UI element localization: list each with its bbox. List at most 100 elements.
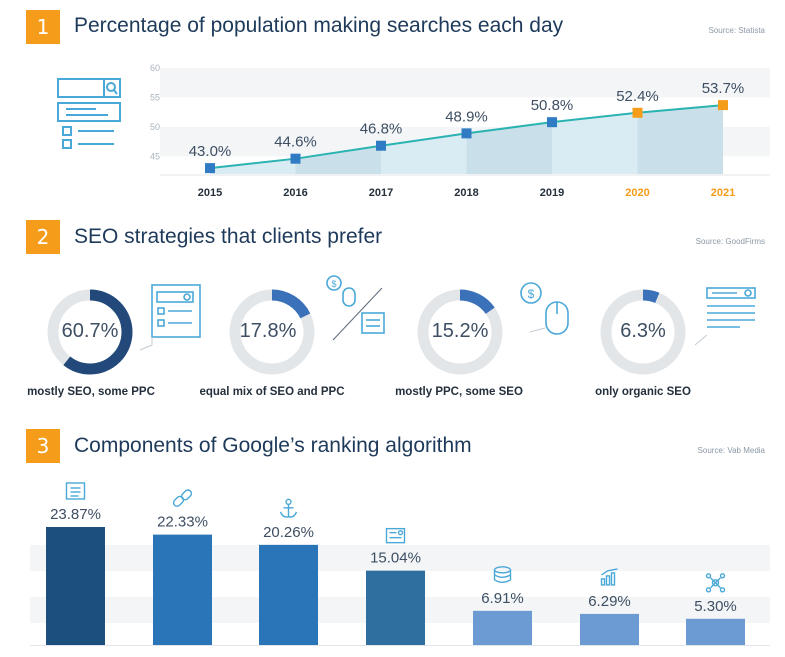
y-tick-label: 45 xyxy=(150,151,160,161)
data-label: 48.9% xyxy=(445,108,488,125)
icon-frame xyxy=(151,284,201,338)
icon-shape xyxy=(715,577,721,584)
data-label: 44.6% xyxy=(274,134,317,151)
icon-shape xyxy=(493,569,512,584)
section-number: 1 xyxy=(26,10,60,44)
icon-dollar: $ xyxy=(331,279,336,289)
icon-shape xyxy=(605,575,611,586)
icon-searchbox xyxy=(706,287,756,299)
icon-dollar: $ xyxy=(528,287,535,301)
section-2: 2 SEO strategies that clients prefer Sou… xyxy=(0,210,785,415)
bar xyxy=(259,544,318,645)
donut-slice xyxy=(600,289,686,375)
search-form-icon xyxy=(706,287,756,328)
x-tick-label: 2021 xyxy=(711,187,735,199)
icon-slash xyxy=(332,287,383,341)
bar xyxy=(580,613,639,645)
search-form-illustration xyxy=(57,78,121,149)
network-icon xyxy=(705,573,726,593)
search-form-icon xyxy=(151,284,201,338)
icon-mouse xyxy=(342,287,356,307)
x-tick-label: 2019 xyxy=(540,187,564,199)
data-point xyxy=(205,163,215,174)
data-point xyxy=(461,128,472,139)
donut-label: only organic SEO xyxy=(595,386,691,398)
bar xyxy=(153,534,212,645)
area-band xyxy=(466,122,552,174)
data-label: 43.0% xyxy=(189,143,232,160)
connector-line xyxy=(529,327,546,333)
icon-shape xyxy=(172,495,185,507)
connector-line xyxy=(694,334,708,346)
y-tick-label: 50 xyxy=(150,122,160,132)
link-icon xyxy=(172,489,193,507)
donut-slice xyxy=(417,289,503,375)
donut-value: 15.2% xyxy=(431,320,489,342)
icon-shape xyxy=(610,572,616,586)
icon-shape xyxy=(65,482,86,500)
bar xyxy=(686,618,745,645)
money-mouse-icon: $ xyxy=(326,275,385,341)
x-tick-label: 2016 xyxy=(283,187,307,199)
y-tick-label: 55 xyxy=(150,92,160,102)
icon-shape xyxy=(397,529,404,536)
data-label: 6.91% xyxy=(481,590,524,607)
bar xyxy=(366,570,425,645)
icon-shape xyxy=(385,527,406,544)
database-icon xyxy=(493,566,512,584)
icon-shape xyxy=(715,582,721,589)
icon-shape xyxy=(705,587,712,593)
source-note: Source: Statista xyxy=(708,26,765,35)
donut-label: mostly PPC, some SEO xyxy=(395,386,523,398)
bar xyxy=(473,610,532,645)
data-label: 46.8% xyxy=(360,121,403,138)
keyword-icon xyxy=(385,527,406,544)
data-label: 53.7% xyxy=(702,80,745,97)
icon-lens xyxy=(183,293,191,301)
data-point xyxy=(547,117,557,128)
data-label: 50.8% xyxy=(531,97,574,114)
strategy-donut-charts: $$ xyxy=(47,275,756,375)
area-band xyxy=(637,105,723,174)
data-label: 52.4% xyxy=(616,88,659,105)
donut-label: equal mix of SEO and PPC xyxy=(199,386,345,398)
area-band xyxy=(295,145,381,174)
icon-shape xyxy=(601,568,618,576)
source-note: Source: Vab Media xyxy=(697,446,765,455)
search-line-chart: 45 50 55 60 43.0% 2015 44.6% 2016 46.8% 2017 48.9%… xyxy=(150,63,770,199)
section-title: Components of Google’s ranking algorithm xyxy=(74,434,472,457)
section-number: 3 xyxy=(26,429,60,463)
document-icon xyxy=(65,482,86,500)
donut-value: 6.3% xyxy=(620,320,666,342)
icon-coin xyxy=(520,282,542,304)
section-3: 3 Components of Google’s ranking algorit… xyxy=(0,415,785,657)
icon-shape xyxy=(494,574,511,579)
donut-label: mostly SEO, some PPC xyxy=(27,386,155,398)
donut-slice xyxy=(47,289,133,375)
donut-slice xyxy=(229,289,315,375)
x-tick-label: 2017 xyxy=(369,187,393,199)
icon-form xyxy=(361,312,385,334)
data-label: 20.26% xyxy=(263,524,314,541)
icon-shape xyxy=(180,489,193,501)
section-title: SEO strategies that clients prefer xyxy=(74,225,383,248)
data-point xyxy=(376,140,386,151)
money-mouse-icon: $ xyxy=(520,282,569,335)
donut-value: 60.7% xyxy=(61,320,119,342)
bar-chart-icon xyxy=(600,568,618,586)
icon-shape xyxy=(285,498,292,506)
donut-value: 17.8% xyxy=(239,320,297,342)
data-label: 6.29% xyxy=(588,593,631,610)
data-point xyxy=(718,100,728,111)
data-point xyxy=(632,107,643,118)
icon-coin xyxy=(326,275,342,291)
x-tick-label: 2018 xyxy=(454,187,478,199)
section-number: 2 xyxy=(26,220,60,254)
data-point xyxy=(290,153,301,164)
source-note: Source: GoodFirms xyxy=(695,237,765,246)
section-title: Percentage of population making searches… xyxy=(74,14,564,37)
grid-band xyxy=(160,68,770,98)
section-1: 1 Percentage of population making search… xyxy=(0,0,785,210)
anchor-icon xyxy=(279,498,298,518)
icon-shape xyxy=(600,578,606,586)
